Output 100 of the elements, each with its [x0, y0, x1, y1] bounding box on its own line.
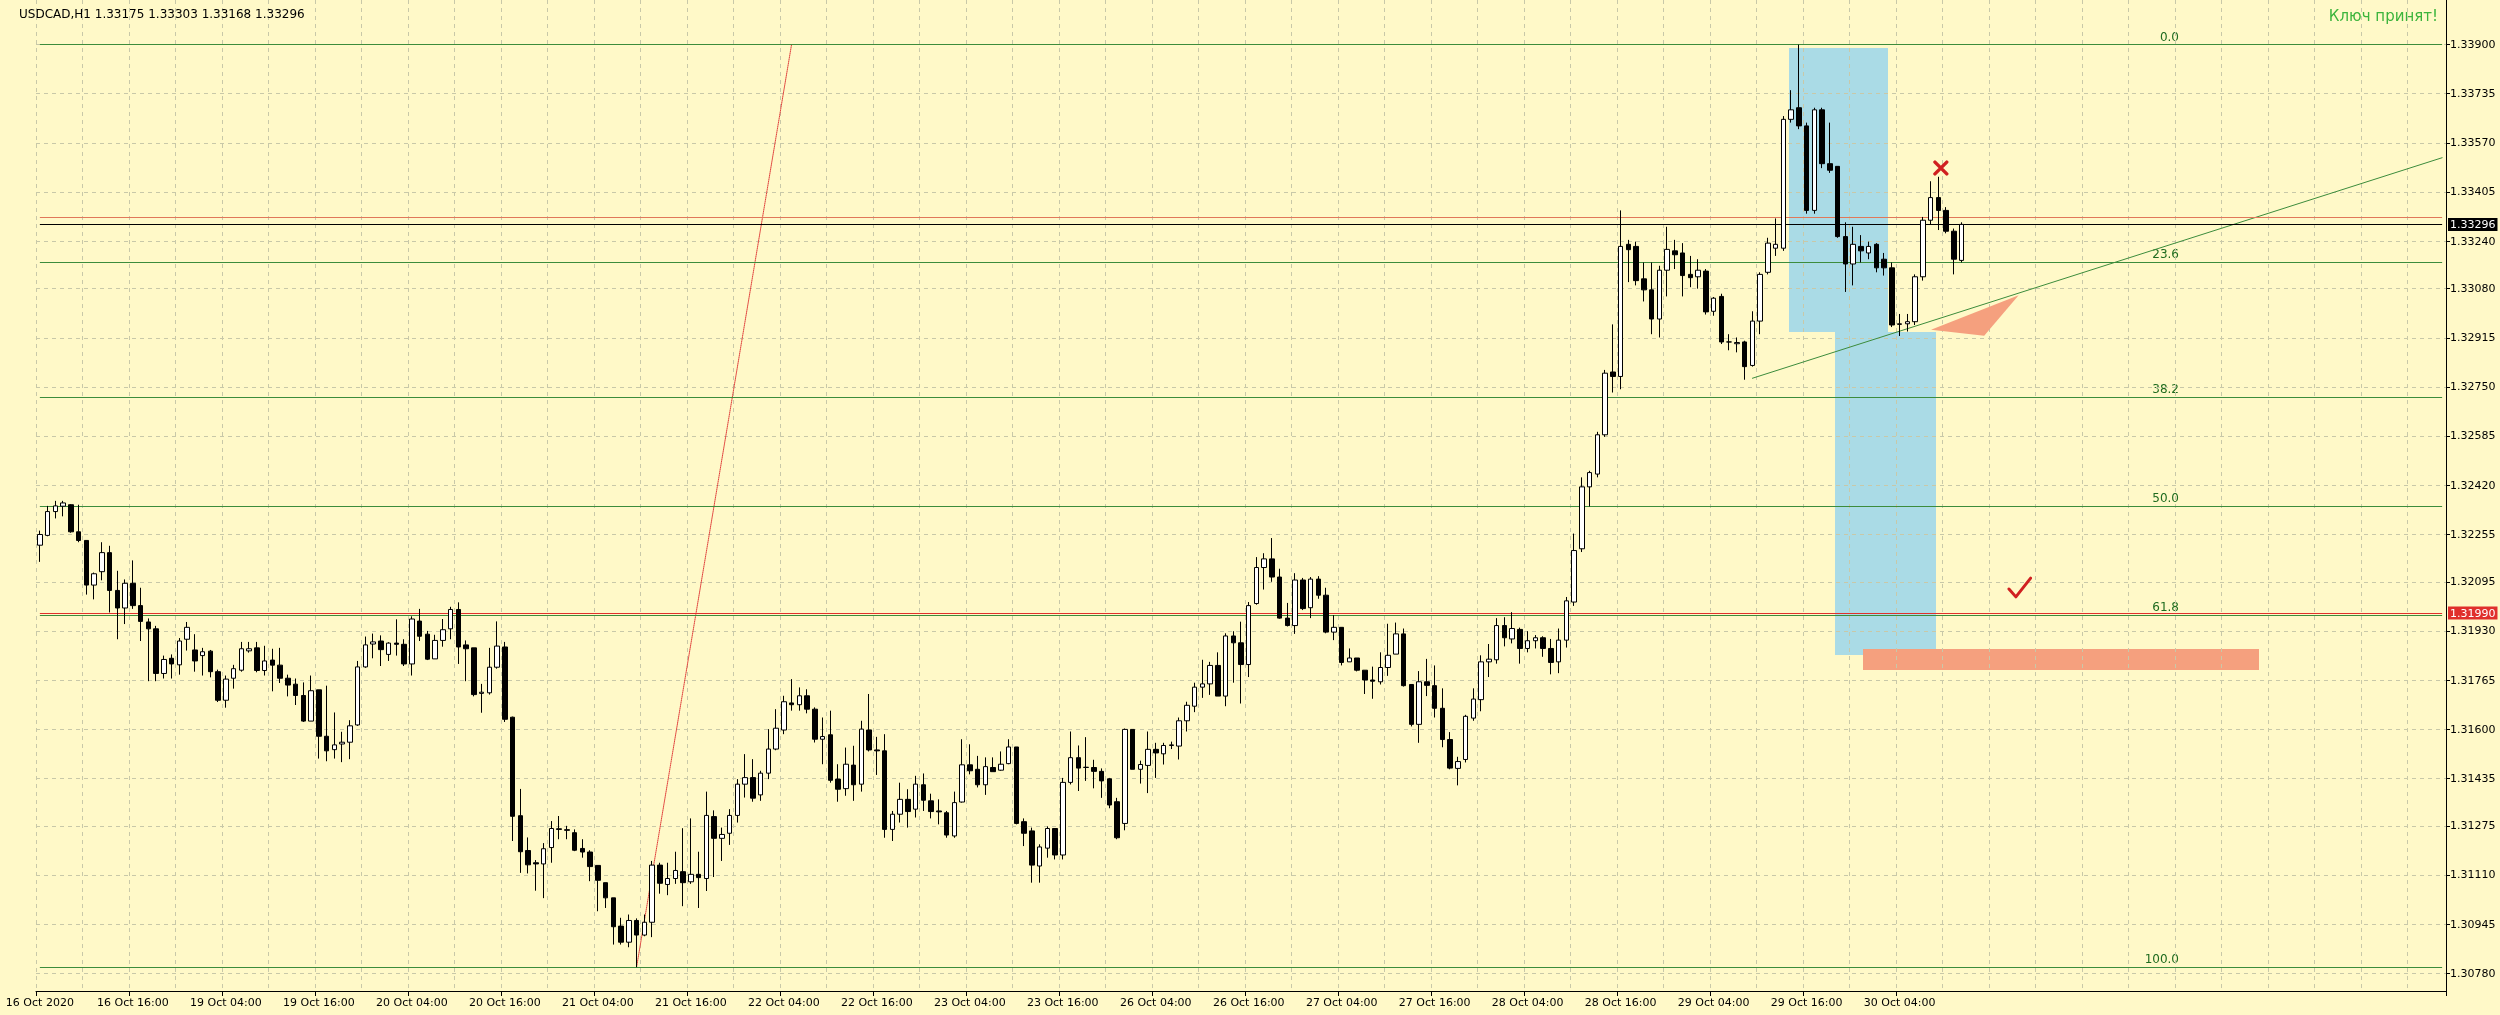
candlestick: [897, 782, 903, 824]
candlestick: [316, 689, 322, 760]
candlestick: [1153, 742, 1159, 779]
candlestick: [1595, 431, 1600, 478]
candlestick: [45, 505, 50, 537]
candlestick: [797, 686, 802, 712]
candlestick: [448, 606, 453, 640]
candlestick: [1850, 226, 1856, 286]
candlestick: [68, 503, 74, 534]
candlestick: [866, 693, 872, 752]
candlestick: [1502, 616, 1507, 647]
candlestick: [1037, 843, 1042, 884]
candlestick: [1161, 742, 1166, 766]
candlestick: [107, 545, 112, 613]
candlestick: [1207, 661, 1213, 696]
candlestick: [1254, 556, 1259, 606]
candlestick: [1757, 271, 1763, 335]
y-tick-label: 1.30780: [2450, 966, 2496, 980]
candlestick: [789, 678, 794, 712]
candlestick: [843, 747, 849, 797]
candlestick: [146, 617, 151, 682]
candlestick: [890, 810, 895, 842]
ref-line-label: 1.33296: [2450, 217, 2496, 231]
candlestick: [990, 756, 996, 773]
candlestick: [936, 798, 942, 825]
candlestick: [835, 763, 841, 803]
candlestick: [1238, 621, 1244, 705]
candlestick: [1323, 587, 1329, 634]
candlestick: [60, 500, 66, 517]
candlestick: [1416, 670, 1422, 744]
candlestick: [502, 641, 508, 723]
candlestick: [1169, 741, 1174, 750]
y-tick-label: 1.33735: [2450, 87, 2496, 101]
candlestick: [285, 674, 291, 697]
candlestick: [370, 633, 376, 659]
candlestick: [874, 736, 880, 776]
candlestick: [1819, 107, 1825, 169]
candlestick: [642, 914, 647, 937]
candlestick: [967, 743, 973, 775]
annotation: 100.0: [2144, 952, 2179, 967]
candlestick: [1277, 568, 1282, 620]
y-tick-label: 1.32915: [2450, 331, 2496, 345]
candlestick: [161, 655, 167, 680]
candlestick: [456, 601, 461, 665]
candlestick: [425, 630, 430, 661]
x-tick-label: 23 Oct 16:00: [1026, 996, 1099, 1009]
candlestick: [1184, 701, 1190, 732]
candlestick: [1378, 651, 1383, 685]
candlestick: [1122, 728, 1128, 831]
candlestick: [1409, 683, 1414, 727]
candlestick: [533, 859, 539, 892]
candlestick: [510, 716, 515, 842]
x-tick-label: 27 Oct 04:00: [1305, 996, 1378, 1009]
x-tick-label: 22 Oct 04:00: [747, 996, 820, 1009]
x-tick-label: 27 Oct 16:00: [1398, 996, 1471, 1009]
candlestick: [1610, 323, 1616, 394]
candlestick: [1471, 687, 1476, 722]
candlestick: [1587, 470, 1592, 508]
y-tick-label: 1.33405: [2450, 185, 2496, 199]
candlestick: [169, 653, 174, 680]
candlestick: [1176, 717, 1182, 760]
candlestick: [1881, 252, 1887, 277]
candlestick: [851, 745, 856, 802]
candlestick: [1192, 682, 1197, 713]
candlestick: [1246, 601, 1251, 678]
candlestick: [1866, 241, 1871, 260]
candlestick: [804, 688, 810, 714]
y-tick-label: 1.32750: [2450, 380, 2496, 394]
candlestick: [401, 638, 407, 667]
y-tick-label: 1.31110: [2450, 868, 2496, 882]
candlestick: [153, 625, 159, 682]
candlestick: [1533, 634, 1538, 649]
candlestick: [339, 731, 345, 763]
candlestick: [595, 864, 601, 912]
candlestick: [76, 504, 81, 543]
candlestick: [541, 842, 546, 899]
candlestick: [1657, 265, 1662, 338]
candlestick: [1339, 626, 1344, 666]
candlestick: [1827, 122, 1833, 174]
y-tick-label: 1.32585: [2450, 429, 2496, 443]
candlestick: [37, 530, 43, 563]
candlestick: [1672, 239, 1678, 270]
annotation: 0.0: [2159, 29, 2179, 44]
x-tick-label: 26 Oct 04:00: [1119, 996, 1192, 1009]
candlestick: [1370, 666, 1375, 700]
candlestick: [231, 664, 236, 690]
candlestick: [1905, 313, 1910, 333]
candlestick: [1029, 827, 1035, 884]
candlestick: [921, 772, 926, 812]
candlestick: [1068, 730, 1073, 785]
candlestick: [440, 618, 446, 648]
candlestick: [1223, 632, 1228, 707]
candlestick: [1424, 658, 1430, 697]
candlestick: [1083, 736, 1089, 782]
candlestick: [239, 641, 244, 673]
candlestick: [1331, 614, 1337, 641]
y-tick-label: 1.32255: [2450, 527, 2496, 541]
candlestick: [1765, 237, 1771, 275]
candlestick: [208, 649, 213, 678]
y-tick-label: 1.30945: [2450, 917, 2496, 931]
